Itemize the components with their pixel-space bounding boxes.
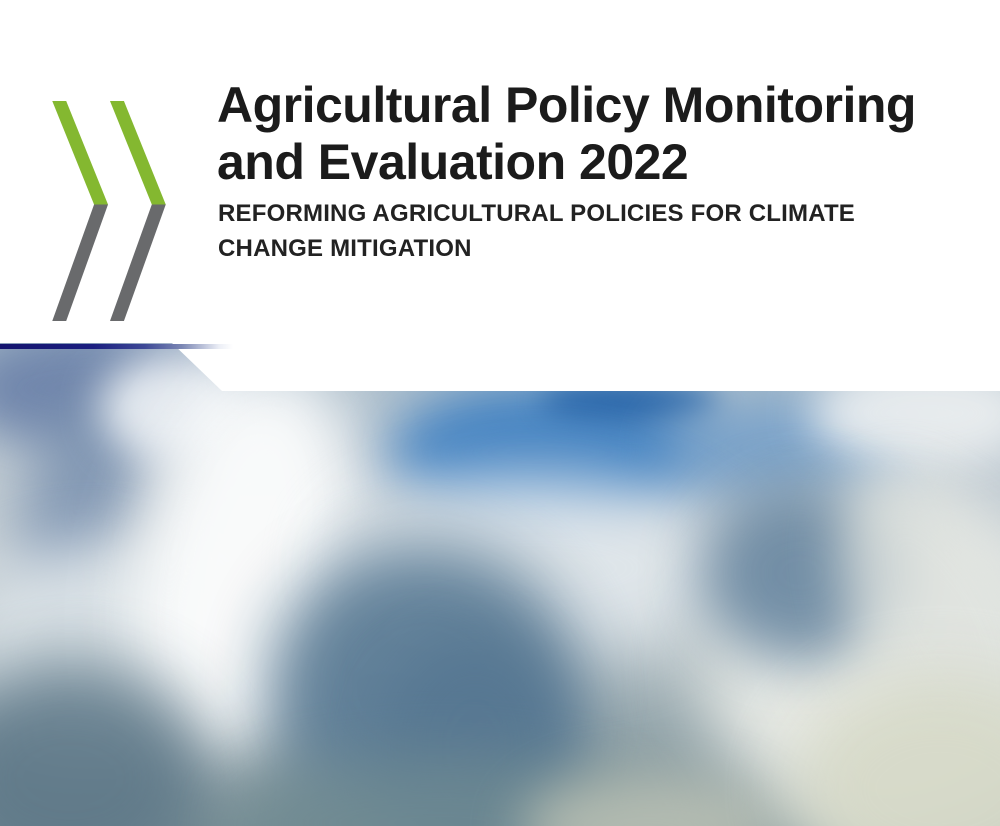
cover-title: Agricultural Policy Monitoring and Evalu… — [217, 77, 977, 191]
chevron-right-gray-shape — [109, 204, 166, 322]
chevron-right-green-shape — [109, 101, 166, 205]
cover-subtitle-line1: REFORMING AGRICULTURAL POLICIES FOR CLIM… — [218, 200, 856, 227]
cover-subtitle: REFORMING AGRICULTURAL POLICIES FOR CLIM… — [218, 196, 978, 266]
cover-title-line2: and Evaluation 2022 — [217, 134, 689, 190]
chevron-left-green-shape — [52, 101, 109, 205]
cover-subtitle-line2: CHANGE MITIGATION — [218, 235, 472, 262]
oecd-chevrons-icon — [52, 101, 166, 322]
chevron-left-gray-shape — [52, 204, 109, 322]
chevron-left — [52, 101, 109, 322]
navy-accent-line — [0, 344, 233, 349]
sky-photo — [0, 343, 1000, 826]
chevron-right — [109, 101, 166, 322]
cover-title-line1: Agricultural Policy Monitoring — [217, 77, 916, 133]
header-diagonal-notch — [172, 343, 1000, 391]
